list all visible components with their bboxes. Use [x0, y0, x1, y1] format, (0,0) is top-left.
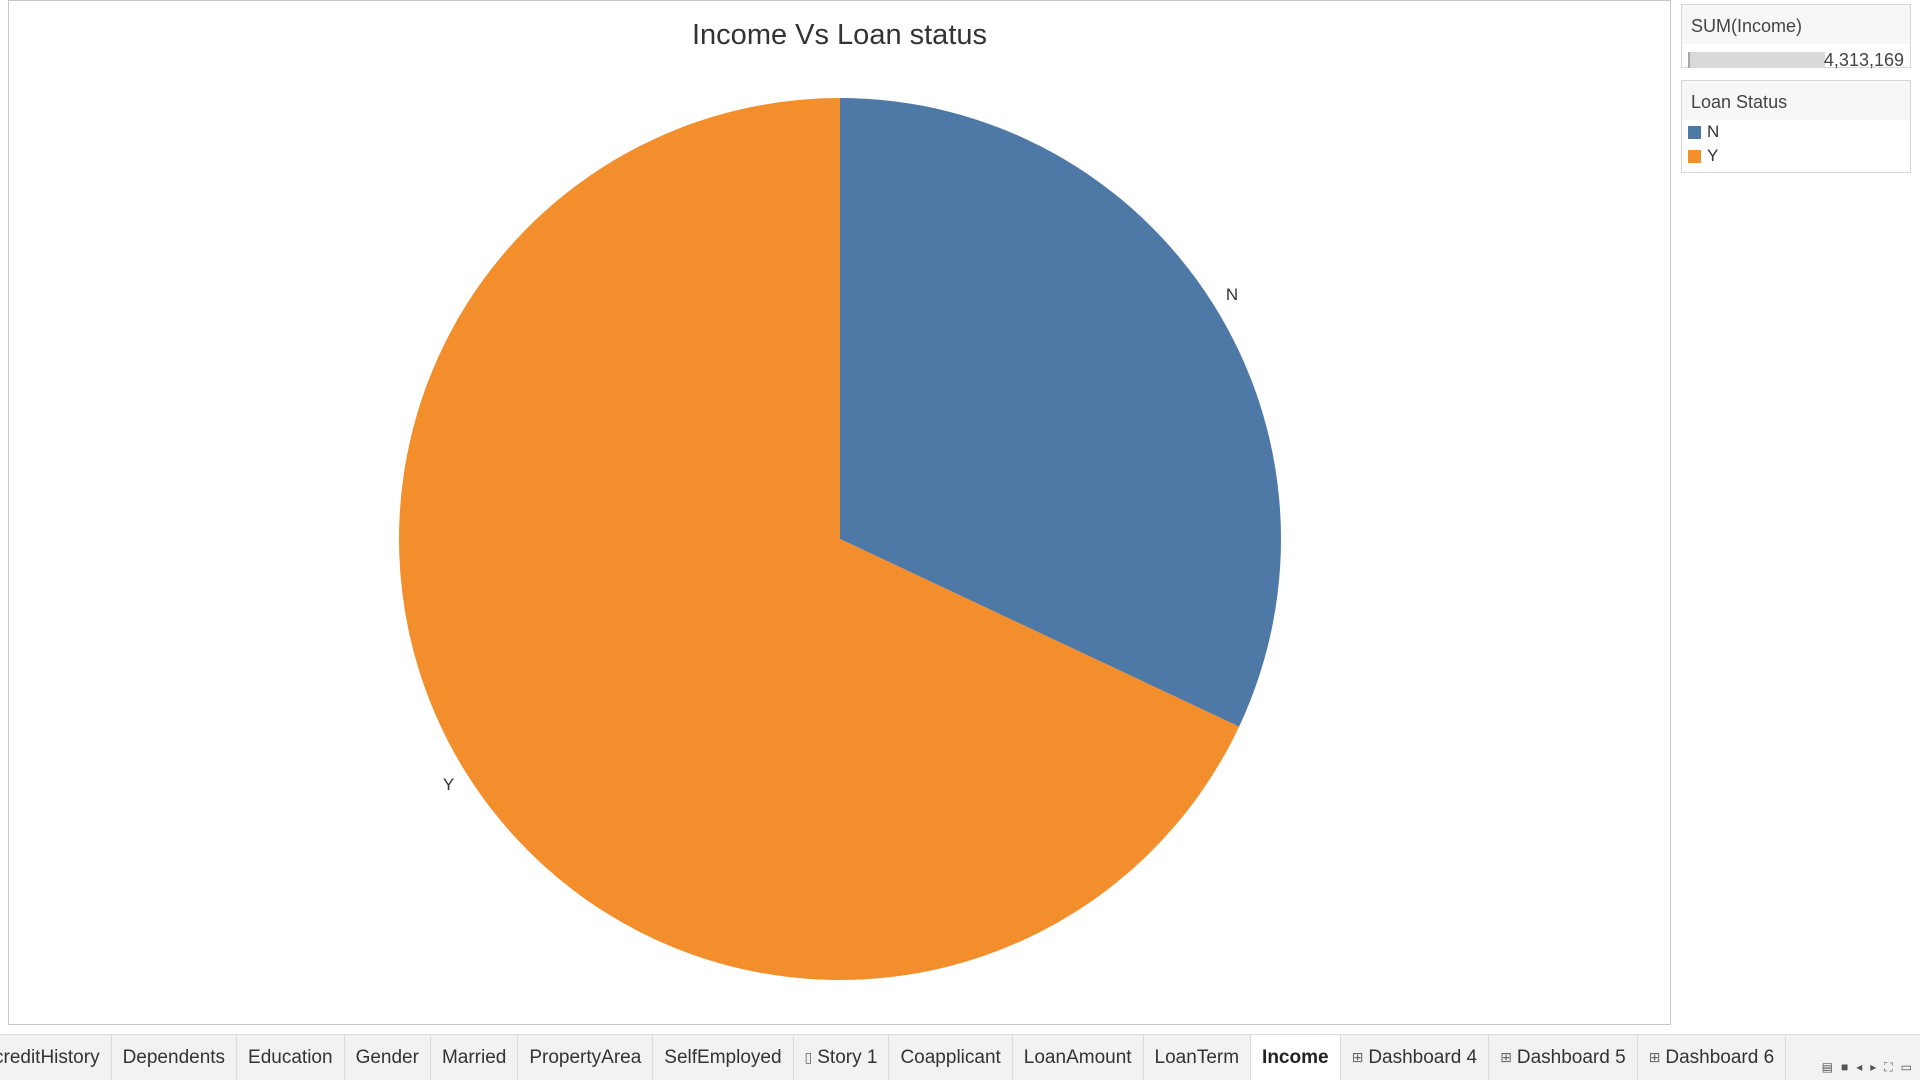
presentation-icon[interactable]: ▭	[1900, 1060, 1912, 1074]
sheet-tab-credithistory[interactable]: creditHistory	[0, 1035, 112, 1080]
sheet-tab-loanamount[interactable]: LoanAmount	[1012, 1035, 1144, 1080]
sheet-tab-label: PropertyArea	[529, 1046, 642, 1068]
sheet-tab-label: Dashboard 6	[1665, 1046, 1775, 1068]
size-legend-bar: 4,313,169	[1688, 50, 1904, 70]
dashboard-icon: ⊞	[1648, 1049, 1661, 1065]
legend-label: N	[1707, 122, 1720, 141]
pie-slice-n[interactable]	[840, 98, 1281, 727]
previous-sheet-icon[interactable]: ◂	[1856, 1060, 1863, 1074]
chart-title: Income Vs Loan status	[692, 19, 987, 51]
size-legend-value: 4,313,169	[1823, 50, 1904, 70]
sheet-tab-education[interactable]: Education	[237, 1035, 345, 1080]
sheet-tab-label: Story 1	[817, 1046, 878, 1068]
legend-label: Y	[1707, 146, 1719, 165]
dashboard-icon: ⊞	[1351, 1049, 1364, 1065]
legend-swatch	[1688, 125, 1701, 139]
sheet-tab-married[interactable]: Married	[430, 1035, 519, 1080]
sheet-tab-coapplicant[interactable]: Coapplicant	[889, 1035, 1013, 1080]
sheet-tab-dependents[interactable]: Dependents	[111, 1035, 238, 1080]
sheet-tab-dashboard-5[interactable]: ⊞ Dashboard 5	[1489, 1035, 1638, 1080]
pie-label-y: Y	[443, 775, 454, 794]
sheet-tab-loanterm[interactable]: LoanTerm	[1143, 1035, 1252, 1080]
sheet-tab-label: Dashboard 4	[1368, 1046, 1478, 1068]
fit-screen-icon[interactable]: ⛶	[1884, 1060, 1893, 1074]
size-legend-title: SUM(Income)	[1682, 5, 1910, 44]
pie-label-n: N	[1226, 285, 1238, 304]
sheet-tab-story-1[interactable]: ▯ Story 1	[793, 1035, 890, 1080]
sheet-tab-propertyarea[interactable]: PropertyArea	[518, 1035, 654, 1080]
sheet-tab-label: creditHistory	[0, 1046, 100, 1068]
pie-chart: NY	[399, 97, 1281, 980]
dashboard-icon: ⊞	[1500, 1049, 1512, 1065]
sheet-tab-label: Dashboard 5	[1516, 1046, 1626, 1068]
story-icon: ▯	[804, 1049, 813, 1065]
tab-controls: ▤ ■ ◂ ▸ ⛶ ▭	[1822, 1060, 1912, 1074]
legend-swatch	[1688, 149, 1701, 163]
sheet-tab-gender[interactable]: Gender	[344, 1035, 431, 1080]
sheet-tab-selfemployed[interactable]: SelfEmployed	[653, 1035, 794, 1080]
show-filmstrip-icon[interactable]: ▤	[1821, 1060, 1833, 1074]
sheet-tab-dashboard-6[interactable]: ⊞ Dashboard 6	[1637, 1035, 1787, 1080]
sheet-tab-label: LoanAmount	[1023, 1046, 1132, 1068]
sheet-tab-label: Education	[248, 1046, 333, 1068]
sheet-tab-dashboard-4[interactable]: ⊞ Dashboard 4	[1340, 1035, 1490, 1080]
color-legend-title: Loan Status	[1682, 81, 1910, 120]
sheet-tab-label: Married	[441, 1046, 507, 1068]
pie-slice-y[interactable]	[399, 97, 1240, 980]
sheet-tab-income[interactable]: Income	[1251, 1035, 1341, 1080]
sheet-tab-label: LoanTerm	[1154, 1046, 1240, 1068]
size-legend-fill	[1688, 52, 1825, 68]
sheet-tab-label: SelfEmployed	[664, 1046, 782, 1068]
next-sheet-icon[interactable]: ▸	[1870, 1060, 1877, 1074]
sheet-tab-label: Coapplicant	[900, 1046, 1001, 1068]
show-tabs-icon[interactable]: ■	[1840, 1060, 1849, 1074]
sheet-tab-label: Dependents	[122, 1046, 226, 1068]
legend-item-y[interactable]: Y	[1682, 144, 1910, 168]
sheet-tab-bar: creditHistory Dependents Education Gender Ma…	[0, 1034, 1920, 1080]
sheet-tab-label: Gender	[355, 1046, 419, 1068]
size-legend-card: SUM(Income) 4,313,169	[1681, 4, 1911, 70]
sheet-tab-label: Income	[1262, 1046, 1329, 1068]
legend-item-n[interactable]: N	[1682, 120, 1910, 144]
